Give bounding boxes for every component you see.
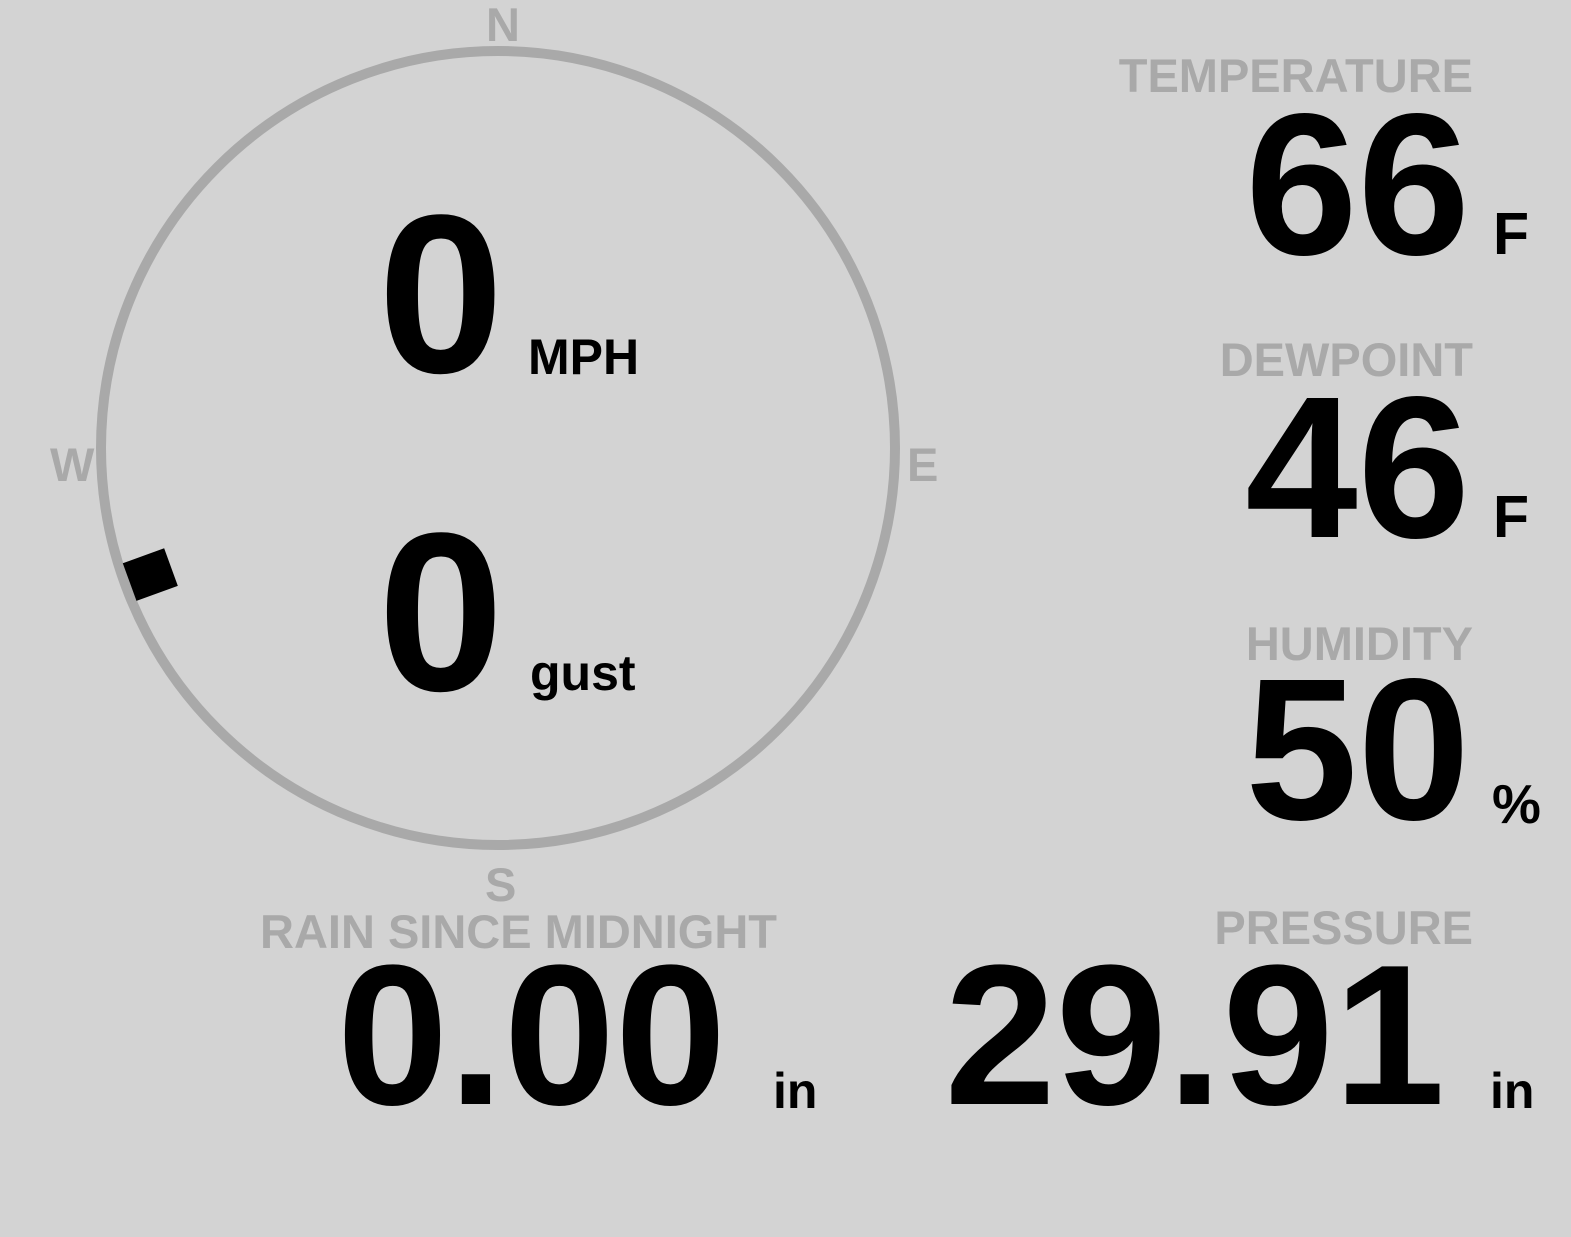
temperature-value: 66: [1245, 71, 1470, 297]
humidity-value: 50: [1245, 636, 1470, 862]
humidity-label: HUMIDITY: [1245, 617, 1473, 670]
temperature-label: TEMPERATURE: [1118, 49, 1473, 102]
wind-gust-unit: gust: [530, 645, 636, 701]
pressure-unit: in: [1490, 1063, 1535, 1119]
compass-north: N: [486, 0, 520, 51]
compass-south: S: [485, 858, 517, 911]
dewpoint-unit: F: [1493, 484, 1530, 550]
rain-unit: in: [773, 1063, 818, 1119]
pressure-label: PRESSURE: [1214, 901, 1473, 954]
temperature-unit: F: [1493, 201, 1530, 267]
wind-gust-value: 0: [378, 485, 504, 738]
wind-speed-value: 0: [378, 167, 504, 420]
compass-west: W: [50, 438, 95, 491]
compass-ring: [96, 46, 900, 850]
dewpoint-label: DEWPOINT: [1219, 333, 1473, 386]
humidity-unit: %: [1492, 773, 1541, 835]
wind-speed-unit: MPH: [528, 329, 640, 385]
rain-value: 0.00: [337, 924, 727, 1147]
compass-east: E: [907, 438, 939, 491]
dewpoint-value: 46: [1245, 354, 1470, 580]
rain-label: RAIN SINCE MIDNIGHT: [260, 905, 777, 958]
wind-direction-marker: [122, 548, 178, 601]
pressure-value: 29.91: [944, 924, 1446, 1147]
